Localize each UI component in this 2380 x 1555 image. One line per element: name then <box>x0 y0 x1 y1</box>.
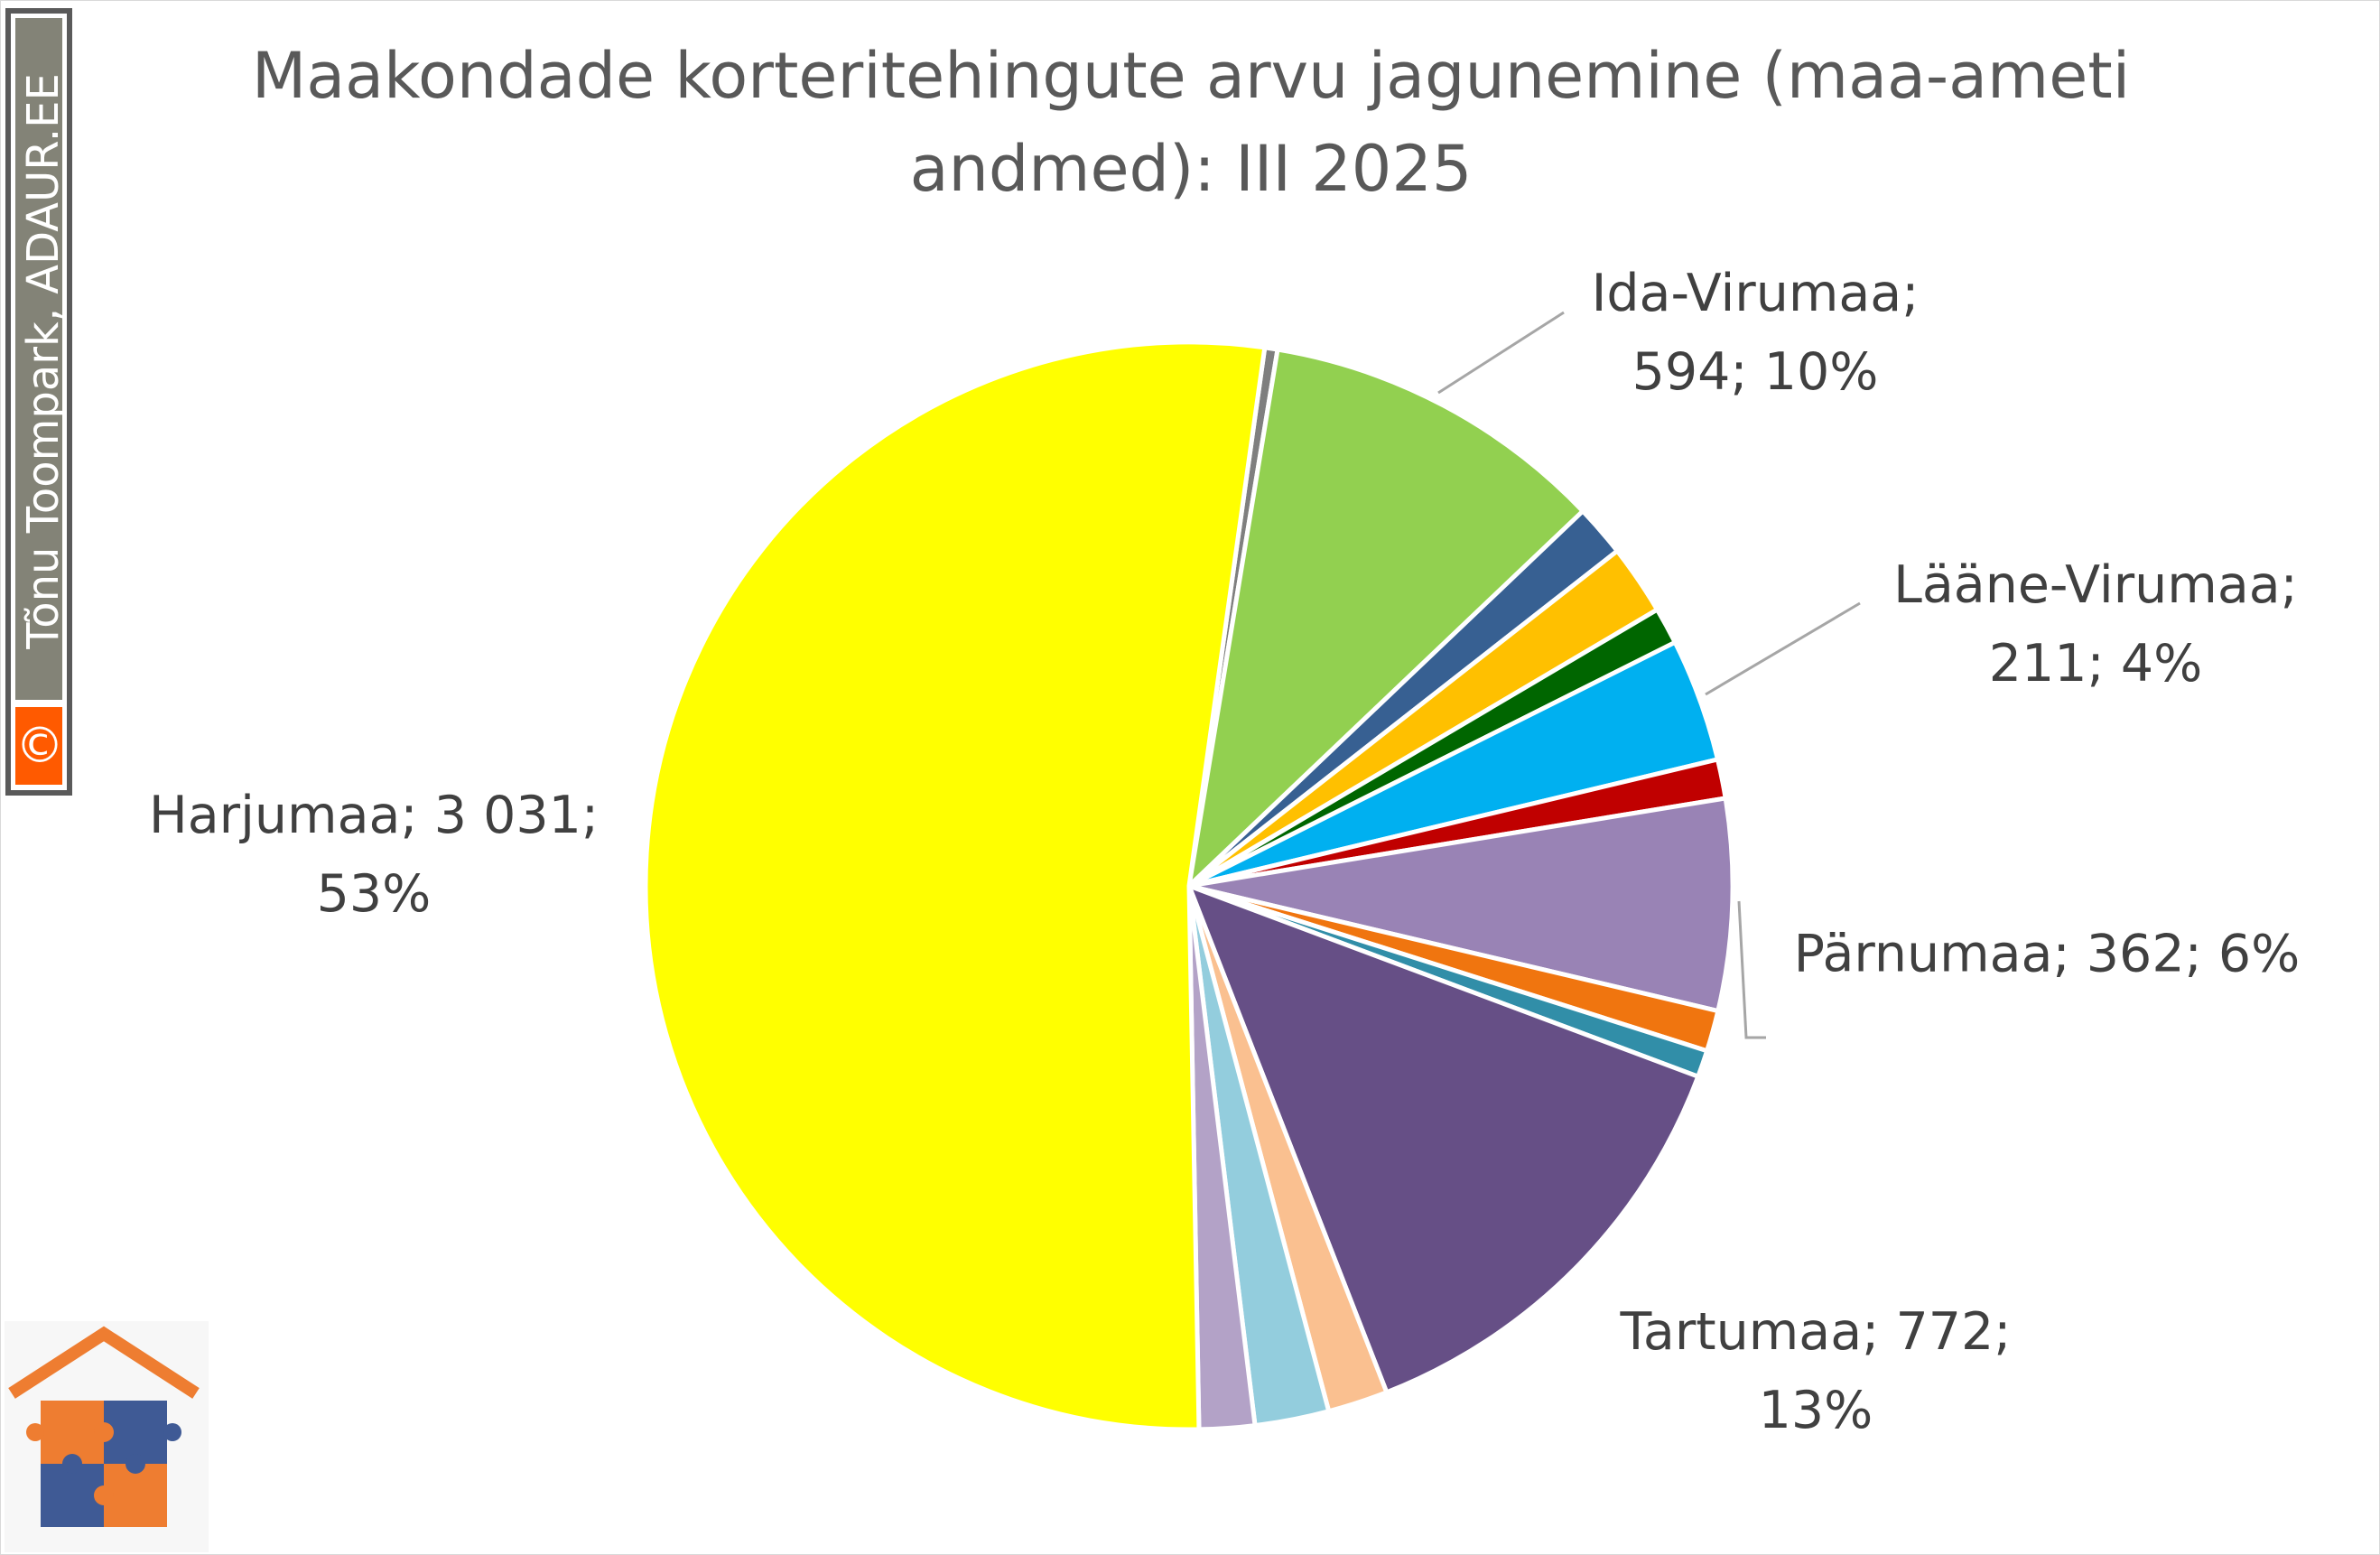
watermark-frame: Tõnu Toompark, ADAUR.EE © <box>11 14 69 790</box>
pie-slice-tartumaa <box>1186 883 1701 1395</box>
house-puzzle-logo <box>5 1321 209 1552</box>
leader-line-parnumaa <box>1737 900 1766 1039</box>
label-line: Harjumaa; 3 031; <box>148 786 600 845</box>
label-line: 211; 4% <box>1988 634 2203 694</box>
copyright-icon: © <box>15 707 64 785</box>
data-label-parnumaa: Pärnumaa; 362; 6% <box>1793 924 2301 984</box>
chart-title-line-1: Maakondade korteritehingute arvu jagunem… <box>251 39 2131 113</box>
label-line: 53% <box>316 864 432 924</box>
data-label-harjumaa: Harjumaa; 3 031; 53% <box>149 790 599 920</box>
pie-slice-harjumaa <box>643 340 1268 1432</box>
data-label-ida-virumaa: Ida-Virumaa; 594; 10% <box>1592 268 1920 398</box>
watermark-band: Tõnu Toompark, ADAUR.EE <box>15 18 69 700</box>
leader-line-ida-virumaa <box>1437 311 1565 395</box>
leader-line-laane-virumaa <box>1705 601 1861 696</box>
chart-title-line-2: andmed): III 2025 <box>909 132 1473 206</box>
pie-slice-p-rnumaa <box>1186 796 1735 1013</box>
copyright-watermark: Tõnu Toompark, ADAUR.EE © <box>5 8 72 796</box>
pie-slice-ida-virumaa <box>1186 347 1585 889</box>
label-line: 13% <box>1758 1381 1873 1440</box>
label-line: 594; 10% <box>1632 342 1879 402</box>
label-line: Lääne-Virumaa; <box>1893 555 2298 615</box>
label-line: Ida-Virumaa; <box>1591 264 1920 323</box>
data-label-laane-virumaa: Lääne-Virumaa; 211; 4% <box>1893 560 2298 690</box>
label-line: Tartumaa; 772; <box>1620 1302 2012 1362</box>
data-label-tartumaa: Tartumaa; 772; 13% <box>1621 1307 2012 1437</box>
label-line: Pärnumaa; 362; 6% <box>1793 924 2301 984</box>
